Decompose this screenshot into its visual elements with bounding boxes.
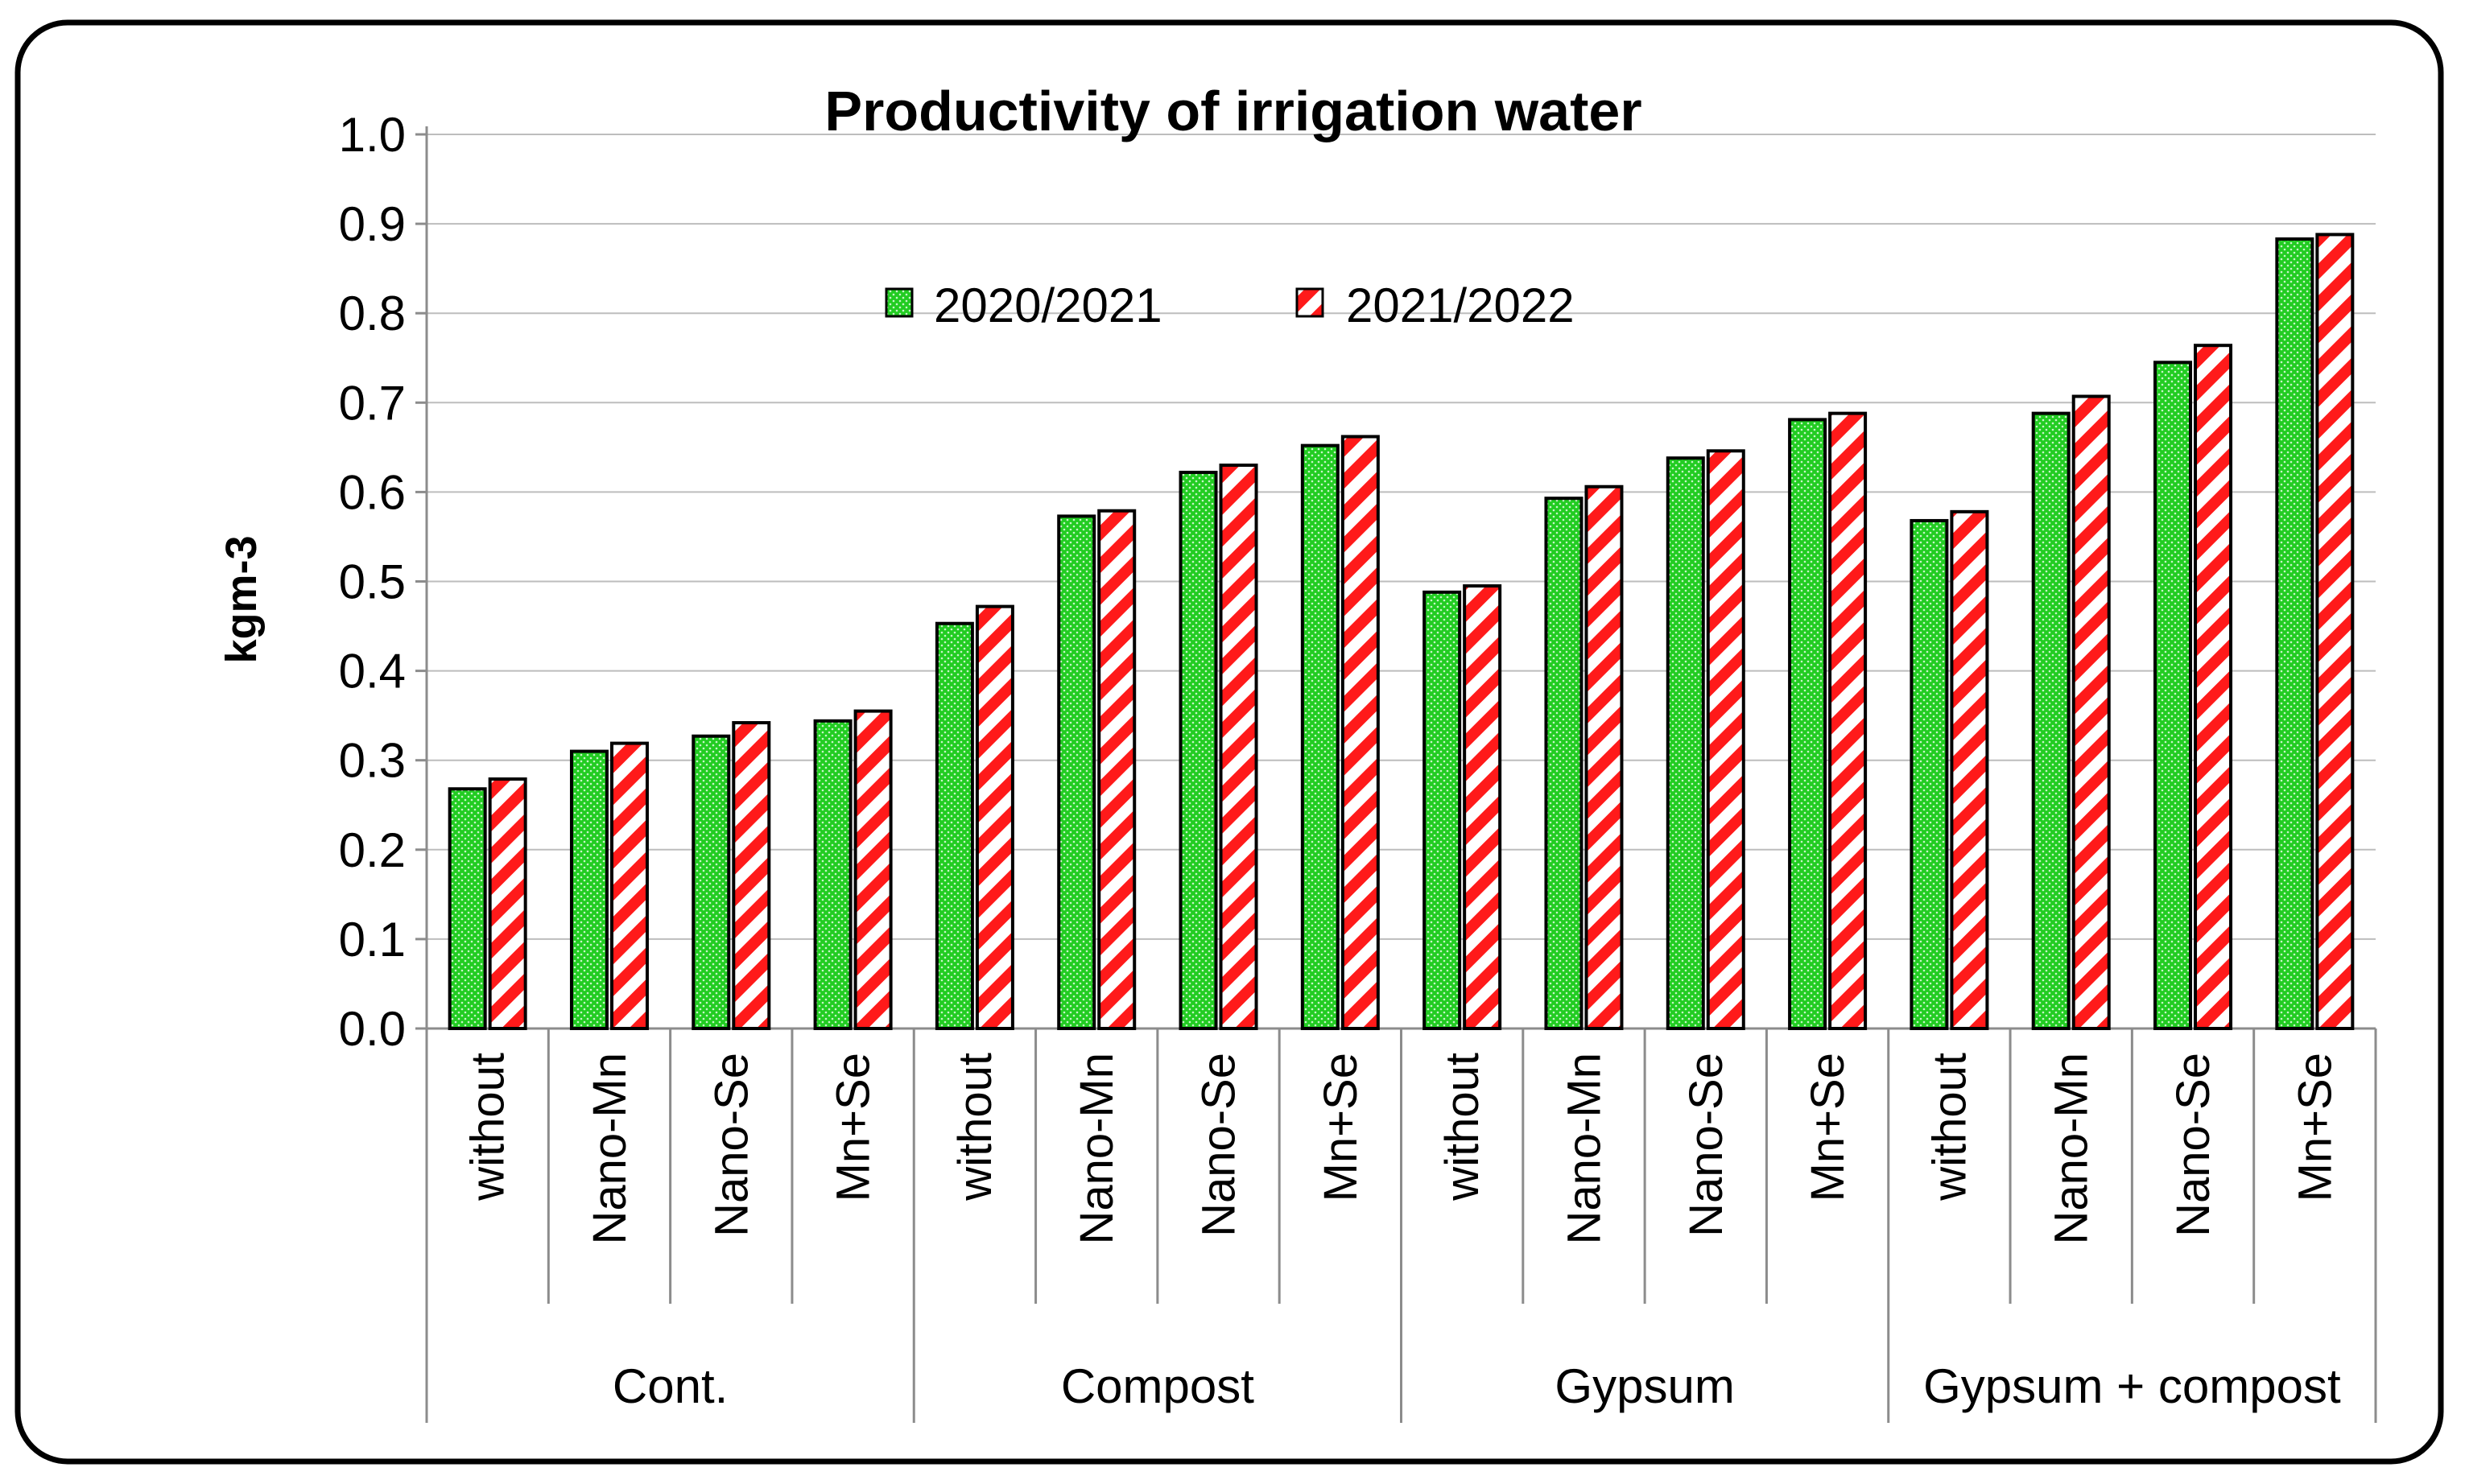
bar-2020-2021-10 [1666, 456, 1705, 1030]
bar-2020-2021-14 [2153, 361, 2193, 1030]
bar-2020-2021-3 [813, 719, 853, 1030]
bar-2020-2021-9 [1544, 497, 1583, 1030]
x-category-label: Mn+Se [1315, 1053, 1367, 1202]
x-category-label: Nano-Mn [1071, 1053, 1123, 1245]
x-category-label: without [949, 1053, 1001, 1202]
y-tick-label: 0.7 [339, 376, 406, 430]
x-category-label: Mn+Se [1802, 1053, 1854, 1202]
x-category-label: Nano-Se [2167, 1053, 2219, 1237]
y-tick-label: 0.2 [339, 823, 406, 877]
x-group-label: Gypsum [1555, 1359, 1734, 1413]
x-category-label: Nano-Se [1193, 1053, 1245, 1237]
y-tick-label: 0.8 [339, 286, 406, 340]
legend: 2020/2021 2021/2022 [885, 278, 1575, 332]
legend-swatch-2020-2021 [885, 287, 914, 318]
x-category-label: Nano-Mn [584, 1053, 636, 1245]
bar-2021-2022-1 [609, 741, 649, 1030]
bar-2020-2021-5 [1057, 514, 1096, 1030]
bar-2021-2022-5 [1097, 509, 1137, 1030]
x-category-label: Nano-Se [1680, 1053, 1732, 1237]
y-tick-label: 0.9 [339, 197, 406, 251]
bar-2021-2022-7 [1340, 435, 1380, 1030]
bar-2020-2021-15 [2275, 237, 2314, 1030]
bar-2020-2021-13 [2031, 411, 2071, 1030]
bar-2021-2022-12 [1950, 509, 1989, 1030]
x-category-label: without [462, 1053, 514, 1202]
x-category-label: Nano-Se [705, 1053, 758, 1237]
bar-2021-2022-13 [2071, 394, 2111, 1030]
bar-2020-2021-0 [448, 787, 487, 1030]
x-group-label: Gypsum + compost [1923, 1359, 2341, 1413]
chart-title: Productivity of irrigation water [824, 80, 1641, 142]
bar-2021-2022-6 [1219, 464, 1258, 1030]
y-tick-label: 0.5 [339, 555, 406, 609]
bars [448, 233, 2355, 1031]
bar-2021-2022-10 [1706, 449, 1745, 1030]
x-category-label: without [1436, 1053, 1488, 1202]
bar-2020-2021-2 [692, 734, 731, 1030]
x-category-label: without [1923, 1053, 1976, 1202]
bar-2021-2022-3 [853, 709, 893, 1030]
bar-2020-2021-12 [1910, 518, 1949, 1030]
bar-2020-2021-4 [935, 621, 974, 1030]
x-group-label: Cont. [613, 1359, 728, 1413]
y-axis-label: kgm-3 [217, 535, 266, 663]
bar-2021-2022-0 [488, 777, 527, 1030]
bar-2021-2022-8 [1463, 584, 1502, 1030]
x-category-label: Nano-Mn [2046, 1053, 2098, 1245]
bar-2020-2021-8 [1422, 590, 1462, 1030]
bar-2020-2021-1 [569, 749, 609, 1031]
bar-2021-2022-9 [1584, 484, 1624, 1030]
x-category-label: Mn+Se [2289, 1053, 2341, 1202]
y-tick-label: 1.0 [339, 108, 406, 162]
bar-2021-2022-14 [2194, 344, 2233, 1031]
axes [415, 126, 2377, 1423]
legend-swatch-2021-2022 [1295, 287, 1324, 318]
y-tick-label: 0.1 [339, 913, 406, 967]
x-group-label: Compost [1061, 1359, 1254, 1413]
labels: 0.0 0.1 0.2 0.3 0.4 0.5 0.6 0.7 0.8 0.9 1.0 without… [339, 108, 2342, 1413]
bar-2021-2022-4 [975, 604, 1014, 1030]
y-tick-label: 0.3 [339, 734, 406, 788]
y-tick-label: 0.0 [339, 1002, 406, 1056]
legend-label-2021-2022: 2021/2022 [1346, 278, 1575, 332]
x-category-label: Nano-Mn [1558, 1053, 1610, 1245]
x-category-label: Mn+Se [828, 1053, 880, 1202]
bar-2021-2022-15 [2315, 233, 2355, 1030]
y-tick-label: 0.4 [339, 645, 406, 699]
legend-label-2020-2021: 2020/2021 [934, 278, 1162, 332]
bar-2021-2022-2 [732, 721, 771, 1031]
bar-2020-2021-6 [1179, 470, 1218, 1030]
y-tick-label: 0.6 [339, 465, 406, 519]
bar-2020-2021-7 [1300, 443, 1340, 1030]
bar-2020-2021-11 [1788, 418, 1827, 1030]
bar-2021-2022-11 [1828, 411, 1868, 1030]
